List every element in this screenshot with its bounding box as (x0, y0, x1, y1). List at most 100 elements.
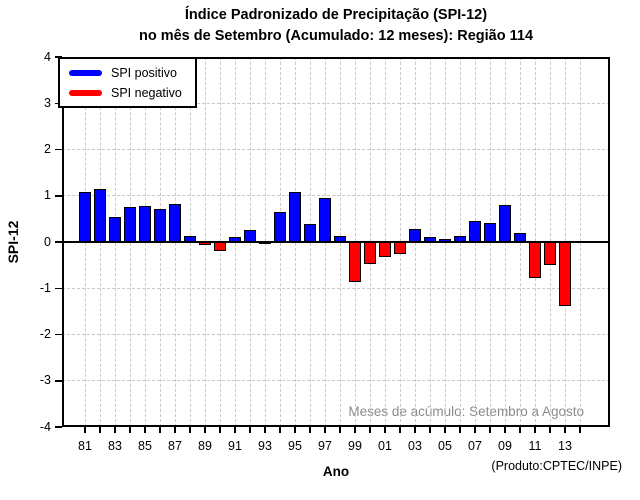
gridline-horizontal (62, 334, 610, 335)
bar-negative (529, 242, 541, 279)
bar-negative (349, 242, 361, 282)
x-tick-label: 09 (498, 439, 512, 453)
positive-series-swatch (69, 69, 102, 76)
x-tick-mark (354, 427, 356, 433)
x-tick-mark (264, 427, 266, 433)
bar-positive (229, 237, 241, 242)
x-tick-mark (399, 427, 401, 433)
bar-positive (79, 191, 91, 242)
bar-positive (124, 207, 136, 242)
bar-negative (379, 242, 391, 257)
x-tick-mark (189, 427, 191, 433)
x-tick-mark (114, 427, 116, 433)
y-tick-label: 3 (44, 95, 51, 110)
x-tick-mark (339, 427, 341, 433)
gridline-horizontal (62, 287, 610, 289)
gridline-horizontal (62, 102, 610, 104)
y-tick-mark (55, 241, 62, 243)
y-tick-mark (55, 287, 62, 289)
gridline-horizontal (62, 380, 610, 382)
bar-positive (139, 205, 151, 242)
accumulation-note: Meses de acúmulo: Setembro a Agosto (348, 404, 584, 419)
bar-positive (484, 222, 496, 242)
x-tick-mark (174, 427, 176, 433)
x-tick-label: 91 (228, 439, 242, 453)
bar-positive (94, 188, 106, 242)
x-tick-label: 07 (468, 439, 482, 453)
x-tick-mark (429, 427, 431, 433)
chart-title-line-1: Índice Padronizado de Precipitação (SPI-… (184, 7, 488, 23)
y-tick-label: 1 (44, 188, 51, 203)
x-tick-mark (444, 427, 446, 433)
y-tick-mark (55, 426, 62, 428)
bar-positive (439, 239, 451, 242)
y-tick-mark (55, 195, 62, 197)
y-tick-mark (55, 148, 62, 151)
y-tick-label: 2 (44, 142, 51, 156)
x-tick-mark (504, 427, 506, 433)
gridline-horizontal (62, 149, 610, 150)
legend-item-positive: SPI positivo (69, 66, 195, 80)
x-tick-mark (549, 427, 551, 433)
bar-positive (469, 220, 481, 242)
product-credit: (Produto:CPTEC/INPE) (491, 459, 622, 473)
y-tick-label: 0 (44, 234, 51, 249)
bar-positive (409, 228, 421, 242)
bar-positive (154, 209, 166, 242)
bar-positive (499, 205, 511, 242)
x-tick-label: 97 (318, 439, 332, 453)
x-tick-label: 03 (408, 439, 422, 453)
negative-series-swatch (69, 89, 102, 96)
bar-positive (514, 232, 526, 242)
x-tick-mark (369, 427, 371, 433)
bar-negative (544, 242, 556, 266)
x-tick-label: 99 (348, 439, 362, 453)
gridline-horizontal (62, 195, 610, 197)
x-tick-mark (129, 427, 131, 433)
x-tick-mark (324, 427, 326, 433)
x-tick-label: 05 (438, 439, 452, 453)
x-tick-label: 01 (378, 439, 392, 453)
bar-positive (274, 212, 286, 242)
y-tick-label: -4 (39, 419, 51, 434)
bar-negative (259, 242, 271, 245)
y-tick-label: 4 (44, 49, 51, 64)
bar-positive (169, 203, 181, 242)
chart-title-line-2: no mês de Setembro (Acumulado: 12 meses)… (138, 28, 534, 44)
y-tick-mark (55, 380, 62, 382)
bar-negative (364, 242, 376, 264)
legend-label-positive: SPI positivo (111, 65, 178, 80)
x-tick-mark (99, 427, 101, 433)
x-axis-label: Ano (322, 464, 350, 479)
bar-positive (244, 230, 256, 242)
x-tick-label: 93 (258, 439, 272, 453)
bar-positive (424, 237, 436, 242)
legend-label-negative: SPI negativo (111, 85, 182, 100)
x-tick-label: 13 (558, 439, 572, 453)
x-tick-mark (534, 427, 536, 433)
x-tick-mark (279, 427, 281, 433)
x-tick-label: 11 (528, 439, 542, 453)
x-tick-mark (159, 427, 161, 433)
zero-axis-line (62, 241, 610, 243)
bar-positive (454, 236, 466, 242)
x-tick-mark (144, 427, 146, 433)
x-tick-mark (459, 427, 461, 433)
x-tick-mark (249, 427, 251, 433)
bar-negative (214, 242, 226, 252)
y-tick-label: -2 (39, 327, 51, 341)
x-tick-label: 89 (198, 439, 212, 453)
legend-item-negative: SPI negativo (69, 86, 195, 100)
y-tick-mark (55, 333, 62, 336)
x-tick-mark (234, 427, 236, 433)
y-tick-label: -1 (39, 280, 51, 295)
bar-positive (289, 192, 301, 242)
x-tick-mark (309, 427, 311, 433)
bar-positive (109, 217, 121, 242)
x-tick-label: 87 (168, 439, 182, 453)
x-tick-label: 85 (138, 439, 152, 453)
bar-positive (334, 236, 346, 242)
x-tick-mark (414, 427, 416, 433)
